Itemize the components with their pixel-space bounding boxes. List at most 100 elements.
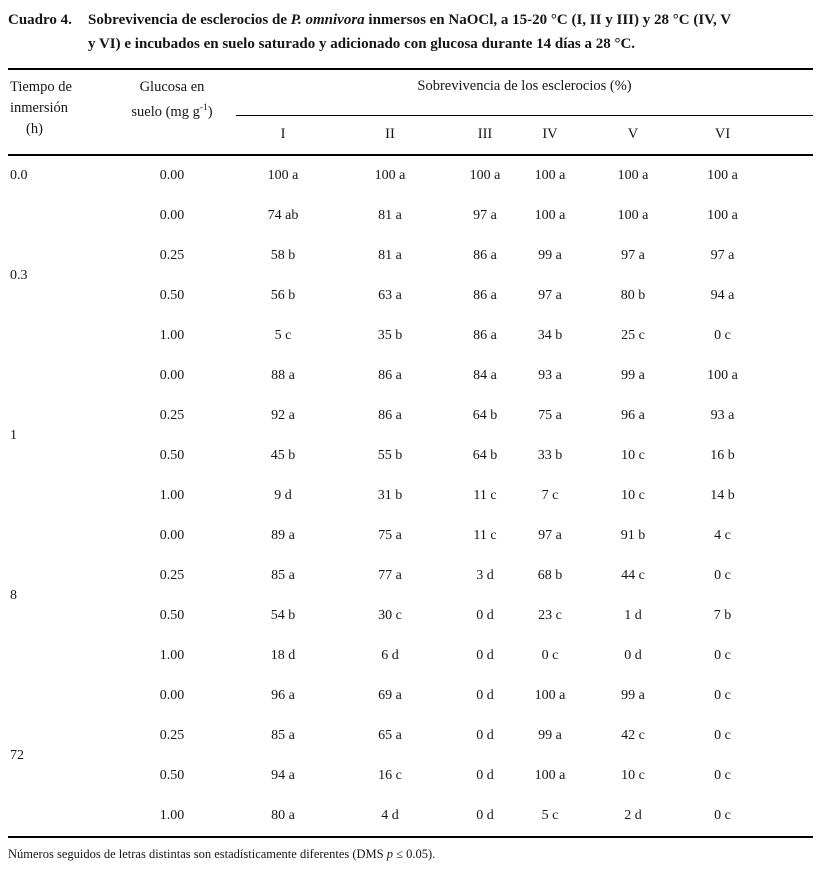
value-cell: 81 a [378, 207, 402, 223]
value-cell: 0 d [476, 727, 494, 743]
value-cell: 5 c [541, 807, 559, 823]
value-cell: 86 a [378, 407, 402, 423]
table-header: Tiempo de inmersión (h) Glucosa en suelo… [8, 69, 814, 155]
value-cell: 86 a [473, 287, 497, 303]
glucosa-cell: 1.00 [159, 327, 185, 343]
value-cell: 68 b [537, 567, 563, 583]
value-cell: 4 c [714, 527, 731, 543]
value-cell: 92 a [271, 407, 295, 423]
value-cell: 0 c [541, 647, 559, 663]
value-cell: 10 c [621, 487, 645, 503]
value-cell: 55 b [377, 447, 403, 463]
value-cell: 10 c [621, 447, 645, 463]
treatment-col-header: IV [542, 126, 558, 142]
value-cell: 7 c [541, 487, 559, 503]
value-cell: 86 a [473, 327, 497, 343]
value-cell: 2 d [624, 807, 642, 823]
value-cell: 84 a [473, 367, 497, 383]
value-cell: 97 a [710, 247, 735, 263]
header-tiempo-line1: Tiempo de [10, 79, 72, 95]
tiempo-cell: 0.3 [10, 267, 28, 283]
value-cell: 0 c [714, 327, 731, 343]
header-span: Sobrevivencia de los esclerocios (%) [236, 69, 814, 116]
value-cell: 99 a [538, 727, 562, 743]
table-row: 0.3 0.00 74 ab 81 a 97 a 100 a 100 a 100 a [8, 196, 813, 283]
glucosa-cell: 1.00 [159, 807, 185, 823]
value-cell: 0 d [624, 647, 642, 663]
value-cell: 0 d [476, 767, 494, 783]
header-glucosa-superscript: -1 [199, 103, 208, 113]
value-cell: 89 a [271, 527, 295, 543]
value-cell: 0 d [476, 687, 494, 703]
value-cell: 5 c [274, 327, 292, 343]
value-cell: 0 c [714, 767, 731, 783]
table-row: 0.50 56 b 63 a 86 a 97 a 80 b 94 a [8, 276, 813, 316]
value-cell: 85 a [271, 727, 295, 743]
value-cell: 99 a [538, 247, 562, 263]
table-row: 0.25 92 a 86 a 64 b 75 a 96 a 93 a [8, 396, 813, 436]
treatment-col-header: III [477, 126, 493, 142]
value-cell: 100 a [617, 167, 649, 183]
table-row: 0.0 0.00 100 a 100 a 100 a 100 a 100 a 100 a [8, 155, 813, 196]
header-row-top: Tiempo de inmersión (h) Glucosa en suelo… [8, 69, 814, 137]
value-cell: 0 c [714, 727, 731, 743]
header-glucosa-line1: Glucosa en [139, 79, 205, 95]
glucosa-cell: 0.00 [159, 687, 185, 703]
table-row: 0.50 45 b 55 b 64 b 33 b 10 c 16 b [8, 436, 813, 476]
table-row: 1 0.00 88 a 86 a 84 a 93 a 99 a 100 a [8, 356, 813, 443]
value-cell: 77 a [378, 567, 402, 583]
value-cell: 91 b [620, 527, 646, 543]
glucosa-cell: 0.00 [159, 527, 185, 543]
glucosa-cell: 0.50 [159, 287, 185, 303]
table-row: 0.25 85 a 65 a 0 d 99 a 42 c 0 c [8, 716, 813, 756]
value-cell: 100 a [534, 207, 566, 223]
value-cell: 63 a [378, 287, 402, 303]
value-cell: 7 b [713, 607, 732, 623]
table-caption: Cuadro 4. Sobrevivencia de esclerocios d… [8, 8, 813, 56]
footnote: Números seguidos de letras distintas son… [8, 846, 813, 862]
value-cell: 56 b [270, 287, 296, 303]
value-cell: 0 c [714, 687, 731, 703]
value-cell: 80 b [620, 287, 646, 303]
value-cell: 100 a [707, 367, 738, 383]
value-cell: 30 c [378, 607, 402, 623]
glucosa-cell: 0.00 [159, 207, 185, 223]
value-cell: 74 ab [267, 207, 299, 223]
value-cell: 11 c [473, 487, 497, 503]
glucosa-cell: 1.00 [159, 647, 185, 663]
treatment-header-row: I II III IV V VI [8, 115, 813, 155]
glucosa-cell: 1.00 [159, 487, 185, 503]
value-cell: 100 a [534, 687, 566, 703]
value-cell: 4 d [381, 807, 399, 823]
table-row: 0.25 85 a 77 a 3 d 68 b 44 c 0 c [8, 556, 813, 596]
value-cell: 100 a [534, 167, 566, 183]
footnote-text-end: ≤ 0.05). [393, 846, 436, 861]
header-glucosa-line2: suelo (mg g-1) [109, 98, 235, 123]
value-cell: 0 c [714, 567, 731, 583]
footnote-text: Números seguidos de letras distintas son… [8, 846, 387, 861]
glucosa-cell: 0.25 [159, 247, 185, 263]
value-cell: 99 a [621, 367, 645, 383]
glucosa-cell: 0.25 [159, 407, 185, 423]
value-cell: 35 b [377, 327, 403, 343]
table-row: 0.25 58 b 81 a 86 a 99 a 97 a 97 a [8, 236, 813, 276]
value-cell: 58 b [270, 247, 296, 263]
value-cell: 16 b [710, 447, 735, 463]
value-cell: 1 d [624, 607, 642, 623]
value-cell: 97 a [538, 287, 562, 303]
glucosa-cell: 0.50 [159, 767, 185, 783]
tiempo-cell: 1 [10, 427, 17, 443]
value-cell: 65 a [378, 727, 402, 743]
value-cell: 93 a [710, 407, 735, 423]
value-cell: 64 b [472, 407, 498, 423]
value-cell: 100 a [707, 167, 738, 183]
value-cell: 0 c [714, 807, 731, 823]
value-cell: 0 d [476, 807, 494, 823]
treatment-col-header: II [385, 126, 395, 142]
caption-line1: Sobrevivencia de esclerocios de P. omniv… [88, 8, 813, 32]
table-row: 72 0.00 96 a 69 a 0 d 100 a 99 a 0 c [8, 676, 813, 763]
value-cell: 3 d [476, 567, 494, 583]
value-cell: 100 a [374, 167, 406, 183]
value-cell: 33 b [537, 447, 563, 463]
